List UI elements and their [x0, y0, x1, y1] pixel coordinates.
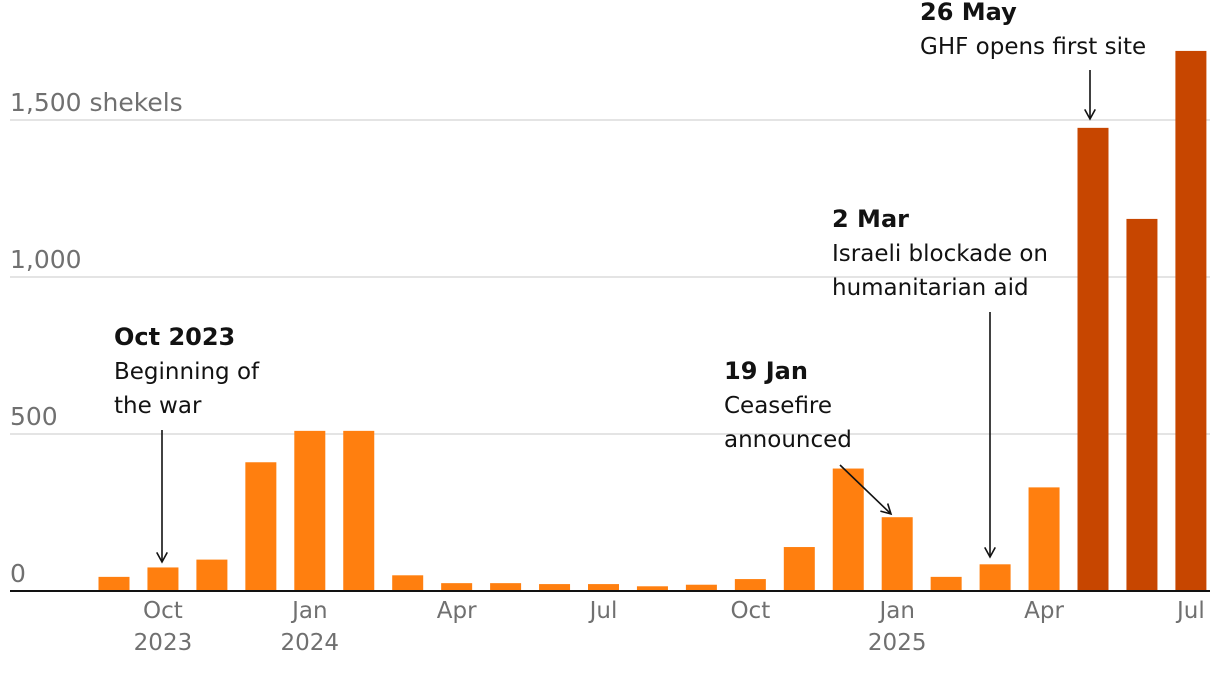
bar: [245, 462, 277, 591]
bar: [1077, 127, 1109, 591]
y-tick-label: 0: [10, 559, 26, 588]
bar: [490, 583, 522, 591]
x-tick-label: Oct: [143, 598, 183, 624]
x-axis-labels: Oct 2023 Jan 2024 Apr Jul Oct Jan 2025 Apr Jul: [134, 598, 1205, 656]
bar: [392, 575, 424, 591]
x-tick-year-label: 2024: [281, 630, 340, 656]
bars: [98, 50, 1207, 592]
bar: [441, 583, 473, 591]
bar: [1028, 487, 1060, 591]
bar: [147, 567, 179, 591]
x-tick-year-label: 2025: [868, 630, 927, 656]
y-tick-label: 500: [10, 402, 58, 431]
annotation-title: 19 Jan: [724, 357, 808, 385]
annotation-text: Beginning of: [114, 359, 260, 385]
bar: [588, 584, 619, 591]
bar: [881, 517, 913, 591]
x-tick-label: Jan: [290, 598, 327, 624]
x-tick-label: Jul: [1175, 598, 1205, 624]
bar: [1175, 50, 1207, 592]
bar: [832, 468, 864, 591]
annotation-arrowhead: [1084, 108, 1096, 121]
bar: [636, 586, 668, 591]
bar: [343, 430, 375, 591]
annotation: 2 Mar Israeli blockade on humanitarian aid: [832, 205, 1048, 559]
annotation-text: Israeli blockade on: [832, 241, 1048, 267]
bar: [685, 584, 717, 591]
annotation: 26 May GHF opens first site: [920, 0, 1146, 121]
annotation-arrowhead: [880, 503, 893, 516]
x-tick-label: Jan: [877, 598, 914, 624]
annotation-title: 26 May: [920, 0, 1017, 26]
bar: [783, 547, 815, 591]
bar: [539, 584, 571, 591]
bar: [734, 579, 766, 591]
annotation: Oct 2023 Beginning of the war: [114, 323, 260, 564]
annotation-text: GHF opens first site: [920, 34, 1146, 60]
annotation-text: humanitarian aid: [832, 275, 1029, 301]
annotation-title: Oct 2023: [114, 323, 235, 351]
annotation-text: announced: [724, 427, 852, 453]
annotation-arrow: [839, 464, 892, 515]
bar: [196, 559, 228, 591]
annotations: Oct 2023 Beginning of the war 19 Jan Ceasefi…: [114, 0, 1146, 564]
bar: [930, 576, 962, 591]
x-tick-year-label: 2023: [134, 630, 193, 656]
y-axis-labels: 0 500 1,000 1,500 shekels: [10, 88, 183, 588]
annotation: 19 Jan Ceasefire announced: [724, 357, 893, 516]
annotation-text: Ceasefire: [724, 393, 832, 419]
bar: [98, 576, 130, 591]
x-tick-label: Apr: [437, 598, 477, 624]
bar: [1126, 218, 1158, 591]
x-tick-label: Jul: [588, 598, 618, 624]
annotation-arrowhead: [156, 551, 168, 564]
y-tick-label: 1,000: [10, 245, 82, 274]
gridlines: [10, 119, 1210, 435]
x-tick-label: Apr: [1024, 598, 1064, 624]
y-tick-label: 1,500 shekels: [10, 88, 183, 117]
bar: [294, 430, 326, 591]
annotation-arrowhead: [984, 546, 996, 559]
x-tick-label: Oct: [730, 598, 770, 624]
annotation-title: 2 Mar: [832, 205, 909, 233]
annotation-text: the war: [114, 393, 202, 419]
bar: [979, 564, 1011, 591]
